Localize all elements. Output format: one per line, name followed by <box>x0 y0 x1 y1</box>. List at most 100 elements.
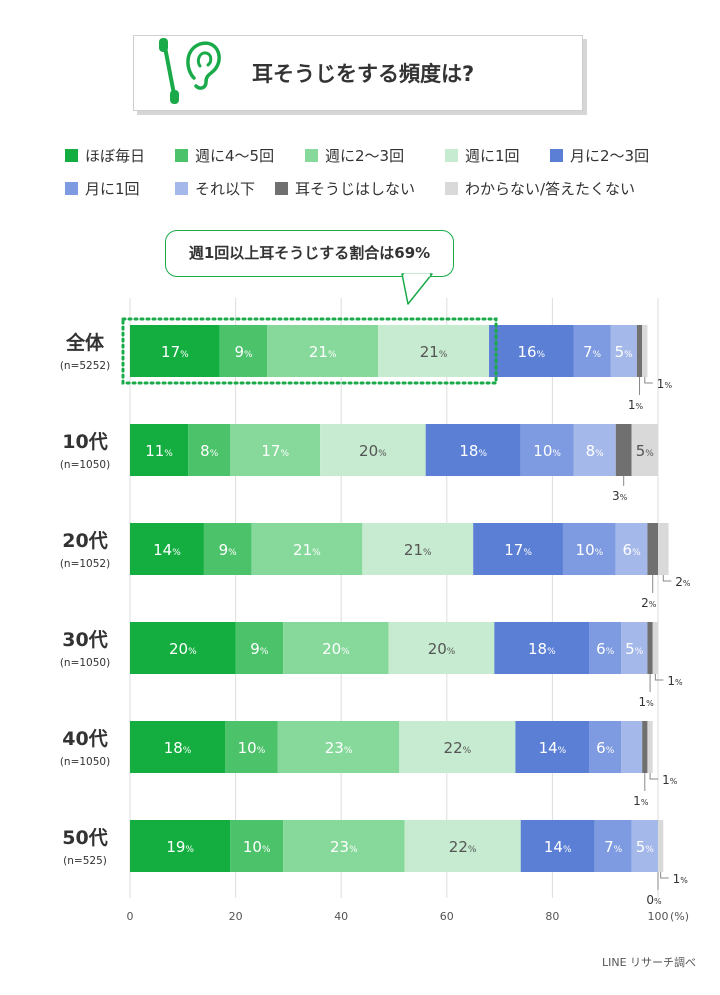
bar-segment <box>130 721 226 773</box>
legend-item: ほぼ毎日 <box>65 145 145 166</box>
bar-segment <box>283 622 389 674</box>
data-label: 18% <box>459 442 487 460</box>
sample-size-label: (n=1050) <box>60 657 110 669</box>
bar-segment <box>399 721 516 773</box>
bar-segment <box>642 721 648 773</box>
data-label: 21% <box>404 541 432 559</box>
data-label: 9% <box>234 343 253 361</box>
data-label: 14% <box>539 739 567 757</box>
legend-label: 月に2〜3回 <box>570 147 650 165</box>
legend-label: それ以下 <box>195 180 256 198</box>
data-label: 17% <box>504 541 532 559</box>
data-label: 2% <box>675 575 691 589</box>
x-tick-label: 40 <box>334 910 348 923</box>
bar-segment <box>378 325 490 377</box>
callout-bubble: 週1回以上耳そうじする割合は69% <box>165 230 454 277</box>
bar-segment <box>631 424 658 476</box>
legend-item: わからない/答えたくない <box>445 178 635 199</box>
x-axis-unit: (%) <box>670 910 689 923</box>
legend-item: それ以下 <box>175 178 255 199</box>
category-label: 50代 <box>62 827 107 849</box>
legend-label: 週に1回 <box>465 147 520 165</box>
source-note: LINE リサーチ調べ <box>602 956 697 969</box>
bar-segment <box>573 325 611 377</box>
data-label: 23% <box>325 739 353 757</box>
bar-segment <box>562 523 616 575</box>
sample-size-label: (n=1050) <box>60 756 110 768</box>
x-tick-label: 0 <box>127 910 134 923</box>
data-label: 9% <box>250 640 269 658</box>
data-label: 14% <box>544 838 572 856</box>
data-label: 20% <box>359 442 387 460</box>
title-box: 耳そうじをする頻度は? <box>133 35 583 111</box>
bar-segment <box>615 523 648 575</box>
category-label: 全体 <box>65 331 105 354</box>
bar-segment <box>636 325 643 377</box>
data-label: 7% <box>604 838 623 856</box>
data-label: 10% <box>533 442 561 460</box>
bar-segment <box>594 820 632 872</box>
data-label: 21% <box>309 343 337 361</box>
data-label: 10% <box>576 541 604 559</box>
data-label: 6% <box>596 739 615 757</box>
bar-segment <box>267 325 379 377</box>
data-label: 6% <box>623 541 642 559</box>
bar-segment <box>658 523 669 575</box>
bar-segment <box>520 820 595 872</box>
legend-swatch <box>445 149 458 162</box>
legend-item: 月に1回 <box>65 178 140 199</box>
legend-label: 週に2〜3回 <box>325 147 405 165</box>
bar-segment <box>277 721 400 773</box>
sample-size-label: (n=1050) <box>60 459 110 471</box>
bar-segment <box>130 424 189 476</box>
bar-segment <box>425 424 521 476</box>
sample-size-label: (n=5252) <box>60 360 110 372</box>
data-label: 1% <box>657 377 673 391</box>
legend-swatch <box>305 149 318 162</box>
bar-segment <box>621 622 648 674</box>
legend-swatch <box>275 182 288 195</box>
data-label: 5% <box>636 838 655 856</box>
data-label: 20% <box>322 640 350 658</box>
bar-segment <box>658 820 664 872</box>
bar-segment <box>130 622 236 674</box>
callout-pointer <box>401 273 433 305</box>
bar-segment <box>320 424 426 476</box>
legend-item: 週に1回 <box>445 145 520 166</box>
legend-label: 週に4〜5回 <box>195 147 275 165</box>
bar-segment <box>515 721 590 773</box>
bar-segment <box>631 820 658 872</box>
bar-segment <box>219 325 268 377</box>
data-label: 21% <box>420 343 448 361</box>
legend-label: 耳そうじはしない <box>295 180 416 198</box>
data-label: 5% <box>615 343 634 361</box>
data-label: 20% <box>169 640 197 658</box>
data-label: 2% <box>641 596 657 610</box>
ear-and-cotton-swab-icon <box>159 38 221 104</box>
legend-swatch <box>175 182 188 195</box>
legend-swatch <box>550 149 563 162</box>
data-label: 10% <box>243 838 271 856</box>
bar-segment <box>130 523 204 575</box>
bar-segment <box>589 622 622 674</box>
data-label: 17% <box>161 343 189 361</box>
bar-segment <box>235 622 284 674</box>
bar-segment <box>652 622 658 674</box>
sample-size-label: (n=1052) <box>60 558 110 570</box>
bar-segment <box>404 820 521 872</box>
bar-segment <box>647 721 653 773</box>
bar-segment <box>251 523 363 575</box>
legend-label: 月に1回 <box>85 180 140 198</box>
bar-segment <box>647 622 653 674</box>
bar-segment <box>388 622 495 674</box>
data-label: 1% <box>638 695 654 709</box>
data-label: 18% <box>164 739 192 757</box>
legend-item: 週に4〜5回 <box>175 145 274 166</box>
data-label: 1% <box>662 773 678 787</box>
bar-segment <box>615 424 632 476</box>
bar-segment <box>225 721 278 773</box>
bar-segment <box>283 820 405 872</box>
leader-line <box>662 575 672 582</box>
data-label: 23% <box>330 838 358 856</box>
legend-swatch <box>65 182 78 195</box>
